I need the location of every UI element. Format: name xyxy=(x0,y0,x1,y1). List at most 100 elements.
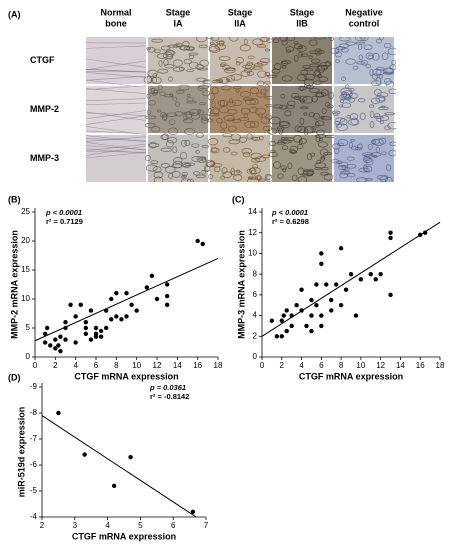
tissue-cell xyxy=(227,125,237,132)
tissue-cell xyxy=(264,81,271,85)
tissue-cell xyxy=(339,37,351,42)
tissue-cell xyxy=(248,176,258,180)
tissue-cell xyxy=(308,88,320,93)
tissue-cell xyxy=(261,154,270,159)
tissue-cell xyxy=(152,166,162,173)
tissue-cell xyxy=(364,178,373,182)
data-point xyxy=(111,483,117,488)
tissue-cell xyxy=(346,115,352,119)
tissue-cell xyxy=(168,119,176,125)
tissue-cell xyxy=(375,77,382,85)
y-tick-label: 10 xyxy=(248,249,257,258)
tissue-cell xyxy=(168,173,174,179)
tissue-cell xyxy=(298,51,303,58)
histology-image xyxy=(210,86,270,133)
tissue-cell xyxy=(164,165,176,174)
tissue-cell xyxy=(388,149,396,157)
tissue-fiber xyxy=(86,58,147,68)
tissue-cell xyxy=(331,110,341,115)
tissue-cell xyxy=(165,49,175,57)
data-point xyxy=(299,287,304,292)
tissue-cell xyxy=(150,160,159,165)
tissue-cell xyxy=(329,37,335,41)
histology-image xyxy=(148,135,208,182)
y-tick-label: -5 xyxy=(30,486,38,495)
tissue-cell xyxy=(373,138,384,147)
tissue-cell xyxy=(159,91,167,96)
row-label: MMP-2 xyxy=(30,104,59,114)
tissue-cell xyxy=(300,53,309,57)
tissue-cell xyxy=(172,59,183,67)
tissue-fiber xyxy=(86,115,147,125)
data-point xyxy=(338,246,344,251)
tissue-cell xyxy=(338,161,349,168)
tissue-cell xyxy=(164,63,174,69)
tissue-cell xyxy=(389,141,396,146)
tissue-cell xyxy=(241,148,252,155)
data-point xyxy=(418,232,423,237)
tissue-cell xyxy=(387,47,396,56)
tissue-cell xyxy=(200,117,209,124)
tissue-cell xyxy=(166,112,177,118)
tissue-cell xyxy=(354,41,366,45)
tissue-cell xyxy=(310,152,316,157)
tissue-cell xyxy=(356,177,368,182)
data-point xyxy=(314,282,319,287)
tissue-cell xyxy=(311,125,316,133)
tissue-cell xyxy=(339,43,350,48)
tissue-cell xyxy=(198,102,206,106)
tissue-cell xyxy=(279,104,288,110)
tissue-cell xyxy=(182,118,194,124)
data-point xyxy=(42,331,48,336)
tissue-cell xyxy=(180,139,188,147)
tissue-cell xyxy=(148,142,160,148)
tissue-cell xyxy=(227,109,238,115)
tissue-cell xyxy=(369,120,375,129)
tissue-cell xyxy=(186,100,197,104)
tissue-cell xyxy=(228,98,233,104)
tissue-cell xyxy=(160,163,171,169)
tissue-cell xyxy=(208,112,220,117)
tissue-cell xyxy=(289,145,298,153)
tissue-cell xyxy=(235,88,240,93)
tissue-cell xyxy=(172,66,184,72)
tissue-cell xyxy=(367,143,373,150)
tissue-cell xyxy=(284,110,292,117)
data-point xyxy=(329,308,334,313)
data-point xyxy=(309,328,314,334)
data-point xyxy=(48,343,53,348)
data-point xyxy=(195,238,200,244)
annotation: p < 0.0001 xyxy=(271,208,308,217)
tissue-cell xyxy=(219,106,229,114)
tissue-cell xyxy=(370,97,381,104)
data-point xyxy=(88,337,94,342)
tissue-cell xyxy=(166,137,178,144)
data-point xyxy=(124,314,129,319)
tissue-cell xyxy=(308,55,313,59)
tissue-cell xyxy=(268,151,278,158)
y-tick-label: 4 xyxy=(253,311,258,320)
tissue-cell xyxy=(381,52,389,61)
panel-label: (B) xyxy=(8,194,21,204)
tissue-cell xyxy=(318,137,323,142)
tissue-cell xyxy=(340,170,350,175)
x-axis-title: CTGF mRNA expression xyxy=(72,531,176,541)
tissue-cell xyxy=(359,112,366,121)
tissue-cell xyxy=(281,60,292,64)
tissue-cell xyxy=(385,67,394,74)
data-point xyxy=(63,337,68,342)
tissue-cell xyxy=(285,104,295,109)
tissue-cell xyxy=(312,80,323,85)
tissue-cell xyxy=(218,55,231,61)
tissue-cell xyxy=(324,102,331,107)
tissue-cell xyxy=(189,108,200,116)
tissue-cell xyxy=(151,125,161,133)
tissue-cell xyxy=(216,41,225,44)
tissue-cell xyxy=(363,157,372,164)
tissue-cell xyxy=(223,114,235,122)
data-point xyxy=(319,261,324,266)
tissue-cell xyxy=(249,87,260,95)
tissue-cell xyxy=(315,134,327,138)
tissue-cell xyxy=(273,104,284,109)
tissue-cell xyxy=(281,65,287,69)
